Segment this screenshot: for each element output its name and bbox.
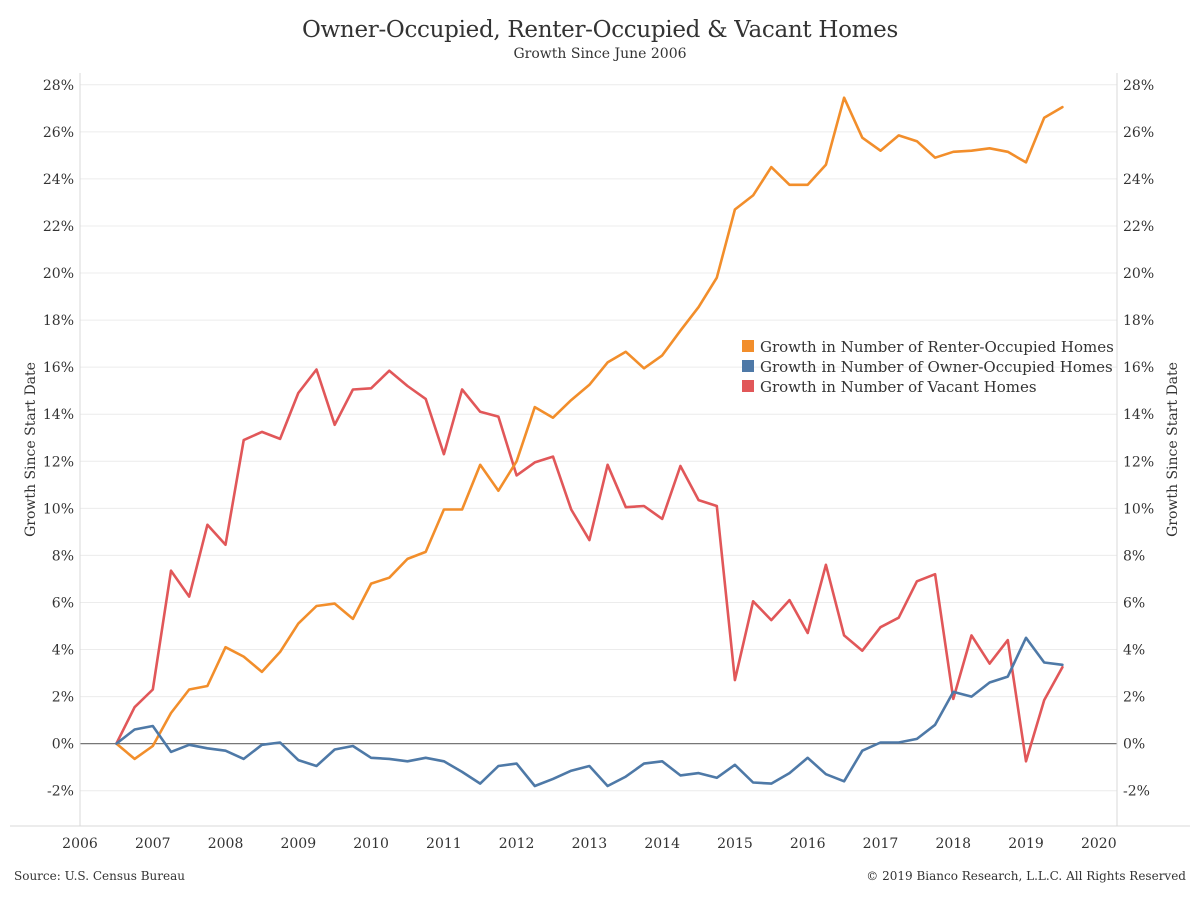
y-tick-label-left: 10% (43, 501, 74, 517)
y-tick-label-right: 22% (1123, 219, 1154, 235)
y-tick-label-right: 18% (1123, 313, 1154, 329)
x-tick-label: 2008 (208, 836, 244, 852)
y-tick-label-right: 8% (1123, 548, 1145, 564)
legend: Growth in Number of Renter-Occupied Home… (742, 338, 1114, 396)
x-tick-label: 2014 (644, 836, 680, 852)
y-tick-label-left: 26% (43, 125, 74, 141)
y-tick-label-left: 18% (43, 313, 74, 329)
y-tick-label-right: 28% (1123, 78, 1154, 94)
y-tick-label-left: 2% (52, 690, 74, 706)
y-axis-title-left: Growth Since Start Date (23, 362, 39, 537)
series-line-2 (115, 368, 1064, 763)
y-tick-label-left: 22% (43, 219, 74, 235)
chart-title: Owner-Occupied, Renter-Occupied & Vacant… (301, 17, 898, 43)
y-tick-label-right: 12% (1123, 454, 1154, 470)
x-tick-label: 2010 (353, 836, 389, 852)
y-tick-label-left: 16% (43, 360, 74, 376)
gridlines (80, 84, 1117, 792)
x-tick-label: 2009 (280, 836, 316, 852)
x-tick-label: 2011 (426, 836, 462, 852)
series-lines (115, 96, 1064, 788)
x-tick-label: 2016 (790, 836, 826, 852)
y-tick-label-left: 28% (43, 78, 74, 94)
y-tick-label-right: -2% (1123, 784, 1150, 800)
y-tick-label-right: 0% (1123, 737, 1145, 753)
y-tick-label-left: 8% (52, 548, 74, 564)
x-tick-label: 2017 (863, 836, 899, 852)
y-tick-label-left: 14% (43, 407, 74, 423)
y-tick-label-left: -2% (47, 784, 74, 800)
chart-subtitle: Growth Since June 2006 (513, 46, 687, 62)
y-tick-label-right: 26% (1123, 125, 1154, 141)
y-tick-label-right: 2% (1123, 690, 1145, 706)
series-line-1 (115, 636, 1064, 788)
source-note: Source: U.S. Census Bureau (14, 869, 185, 883)
y-tick-label-left: 24% (43, 172, 74, 188)
y-tick-label-left: 4% (52, 643, 74, 659)
legend-swatch (742, 380, 754, 392)
x-tick-label: 2019 (1008, 836, 1044, 852)
y-tick-label-right: 6% (1123, 595, 1145, 611)
x-tick-label: 2020 (1081, 836, 1117, 852)
y-tick-label-right: 4% (1123, 643, 1145, 659)
y-tick-label-left: 12% (43, 454, 74, 470)
x-tick-label: 2015 (717, 836, 753, 852)
legend-label: Growth in Number of Vacant Homes (760, 378, 1037, 396)
y-tick-label-left: 6% (52, 595, 74, 611)
x-tick-label: 2006 (62, 836, 98, 852)
legend-swatch (742, 360, 754, 372)
y-tick-label-left: 0% (52, 737, 74, 753)
y-tick-label-right: 10% (1123, 501, 1154, 517)
x-tick-label: 2018 (935, 836, 971, 852)
y-tick-label-left: 20% (43, 266, 74, 282)
y-axis-title-right: Growth Since Start Date (1165, 362, 1181, 537)
axes: -2% -2% 0% 0% 2% 2% 4% 4% 6% 6% 8% 8% 10% 10% 12% 12% 14… (10, 73, 1190, 852)
copyright-note: © 2019 Bianco Research, L.L.C. All Right… (866, 869, 1186, 883)
y-tick-label-right: 24% (1123, 172, 1154, 188)
x-tick-label: 2012 (499, 836, 535, 852)
y-tick-label-right: 14% (1123, 407, 1154, 423)
legend-label: Growth in Number of Renter-Occupied Home… (760, 338, 1114, 356)
legend-label: Growth in Number of Owner-Occupied Homes (760, 358, 1113, 376)
y-tick-label-right: 20% (1123, 266, 1154, 282)
legend-swatch (742, 340, 754, 352)
series-line-0 (115, 96, 1064, 761)
x-tick-label: 2007 (135, 836, 171, 852)
x-tick-label: 2013 (572, 836, 608, 852)
y-tick-label-right: 16% (1123, 360, 1154, 376)
